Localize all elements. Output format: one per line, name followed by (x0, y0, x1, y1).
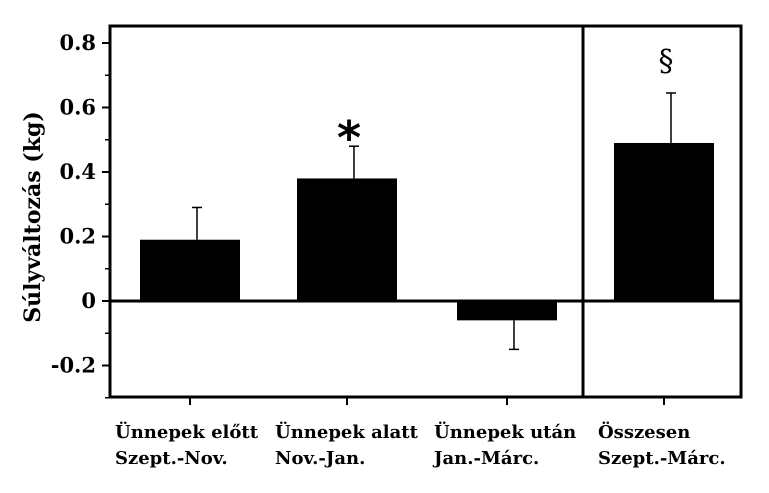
category-label-line2: Jan.-Márc. (432, 448, 539, 469)
y-tick-label: -0.2 (51, 353, 96, 378)
bar (457, 301, 557, 321)
category-label-line1: Összesen (598, 420, 690, 443)
category-labels: Ünnepek előtt Szept.-Nov. Ünnepek alatt Nov… (115, 420, 726, 469)
category-label-line1: Ünnepek előtt (115, 420, 259, 443)
significance-marker: § (659, 44, 674, 79)
category-label-line1: Ünnepek után (434, 420, 576, 443)
y-tick-label: 0.6 (59, 95, 96, 120)
y-tick-label: 0.4 (59, 159, 96, 184)
category-label-line1: Ünnepek alatt (275, 420, 419, 443)
category-label-line2: Szept.-Nov. (115, 448, 228, 469)
bar (297, 178, 397, 301)
category-label-line2: Szept.-Márc. (598, 448, 726, 469)
y-tick-label: 0 (81, 288, 96, 313)
category-label-line2: Nov.-Jan. (275, 448, 365, 469)
bar (614, 142, 714, 301)
y-tick-label: 0.2 (59, 224, 96, 249)
y-tick-label: 0.8 (59, 30, 96, 55)
significance-marker: * (337, 111, 361, 165)
bar (140, 239, 240, 301)
y-axis-ticks: 0.8 0.6 0.4 0.2 0 -0.2 (51, 30, 110, 399)
plot-border (108, 24, 743, 399)
y-axis-label: Súlyváltozás (kg) (20, 111, 46, 323)
bars: *§ (140, 44, 714, 405)
